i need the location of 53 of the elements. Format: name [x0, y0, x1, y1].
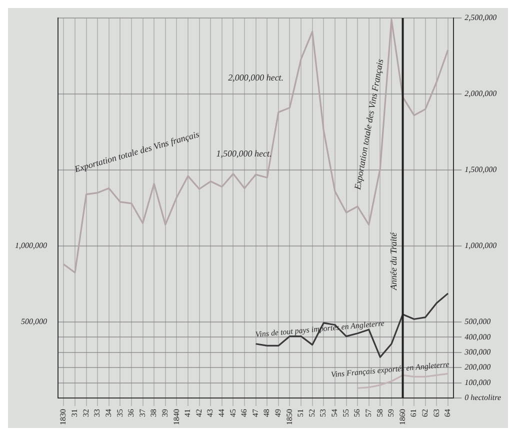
series-label: Vins de tout pays importés en Angleterre — [255, 318, 386, 339]
x-tick-label: 45 — [228, 409, 238, 417]
x-tick-label: 37 — [138, 409, 147, 417]
x-tick-label: 53 — [318, 409, 328, 417]
x-tick-label: 56 — [352, 409, 362, 417]
y2-tick-label: 1,000,000 — [15, 241, 47, 250]
x-tick-label: 51 — [296, 409, 306, 417]
x-tick-label: 63 — [432, 409, 441, 417]
x-tick-label: 1830 — [58, 409, 68, 425]
x-tick-label: 33 — [92, 409, 102, 417]
x-tick-label: 38 — [149, 409, 158, 417]
x-tick-label: 32 — [81, 409, 90, 417]
y-tick-label: 1,000,000 — [464, 241, 497, 250]
x-tick-label: 1840 — [172, 409, 181, 425]
x-tick-label: 44 — [217, 409, 226, 417]
x-tick-label: 49 — [274, 409, 283, 417]
x-tick-label: 61 — [409, 409, 418, 417]
ref-line-label: Année du Traité — [388, 231, 399, 291]
y-tick-label: 2,500,000 — [464, 13, 497, 22]
x-tick-label: 35 — [115, 409, 124, 417]
x-tick-label: 46 — [240, 409, 249, 417]
annotation: 1,500,000 hect. — [216, 148, 272, 158]
x-tick-label: 1850 — [284, 409, 294, 425]
x-tick-label: 64 — [443, 409, 452, 417]
y-tick-label: 100,000 — [464, 378, 491, 387]
y-tick-label: 1,500,000 — [464, 165, 497, 174]
y2-tick-label: 500,000 — [21, 317, 47, 326]
y-tick-label: 300,000 — [464, 348, 491, 357]
y-tick-label: 0 hectolitre — [464, 393, 502, 402]
y-tick-label: 200,000 — [464, 362, 491, 372]
annotation: Exportation totale des Vins Français — [352, 58, 386, 192]
x-tick-label: 54 — [330, 409, 340, 417]
x-tick-label: 52 — [307, 409, 316, 417]
series-label: Vins Français exportés en Angleterre — [330, 360, 450, 380]
x-tick-label: 57 — [364, 409, 373, 417]
x-tick-label: 41 — [183, 409, 192, 417]
x-tick-label: 48 — [262, 409, 272, 417]
x-tick-label: 34 — [104, 409, 113, 417]
y-tick-label: 500,000 — [464, 317, 491, 326]
x-tick-label: 59 — [386, 409, 396, 417]
x-tick-label: 62 — [420, 409, 430, 417]
x-tick-label: 55 — [341, 409, 350, 417]
y-tick-label: 400,000 — [464, 332, 491, 342]
x-tick-label: 58 — [375, 409, 384, 417]
x-tick-label: 42 — [194, 409, 204, 417]
x-tick-label: 47 — [250, 409, 260, 417]
annotation: 2,000,000 hect. — [228, 72, 284, 82]
x-tick-label: 39 — [160, 409, 170, 417]
x-tick-label: 43 — [206, 409, 215, 417]
x-tick-label: 1860 — [398, 409, 407, 425]
x-tick-label: 31 — [70, 409, 80, 417]
x-tick-label: 36 — [126, 409, 136, 417]
y-tick-label: 2,000,000 — [464, 89, 497, 98]
